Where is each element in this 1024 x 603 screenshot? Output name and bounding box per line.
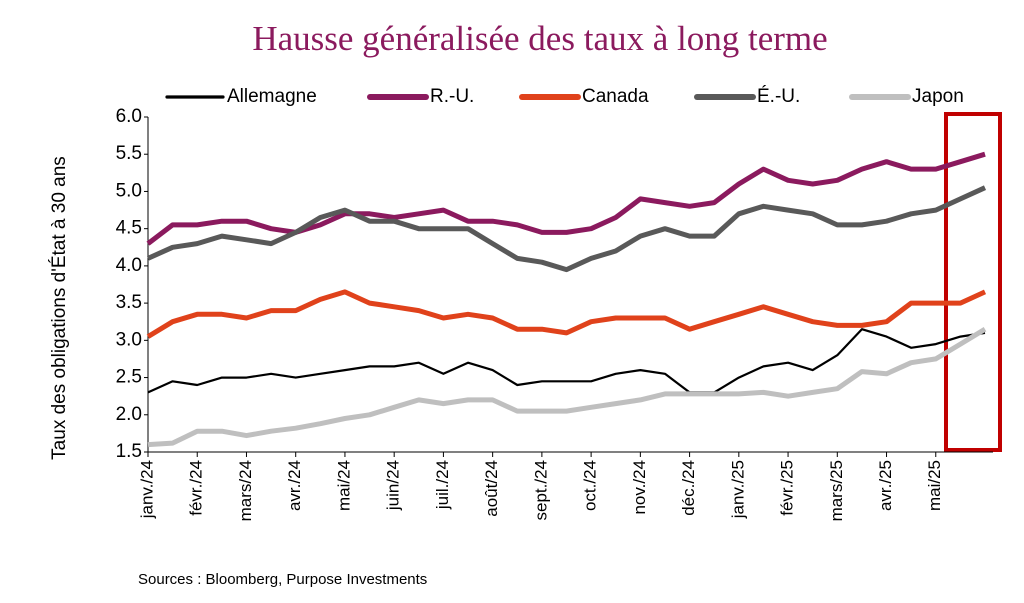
x-tick-label: mars/25	[827, 460, 846, 521]
legend-label: É.-U.	[757, 86, 800, 107]
x-tick-label: mars/24	[236, 460, 255, 521]
y-tick-label: 5.5	[116, 143, 142, 164]
y-tick-label: 6.0	[116, 106, 142, 127]
y-axis-label: Taux des obligations d'État à 30 ans	[49, 156, 70, 460]
y-tick-label: 4.5	[116, 218, 142, 239]
y-tick-label: 5.0	[116, 180, 142, 201]
legend-label: Canada	[582, 86, 649, 107]
y-tick-label: 4.0	[116, 255, 142, 276]
y-tick-label: 3.0	[116, 329, 142, 350]
x-tick-label: févr./24	[187, 460, 206, 516]
chart-title: Hausse généralisée des taux à long terme	[252, 19, 827, 58]
x-tick-label: août/24	[482, 460, 501, 517]
x-tick-label: mai/25	[925, 460, 944, 511]
y-tick-label: 2.0	[116, 404, 142, 425]
x-tick-label: juil./24	[433, 460, 452, 510]
x-tick-label: janv./25	[728, 460, 747, 519]
legend-label: Japon	[912, 86, 964, 107]
y-tick-label: 1.5	[116, 441, 142, 462]
y-tick-label: 3.5	[116, 292, 142, 313]
series-line	[146, 185, 987, 273]
legend-label: Allemagne	[227, 86, 317, 107]
x-tick-label: déc./24	[679, 460, 698, 516]
x-tick-label: sept./24	[531, 460, 550, 521]
series-line	[147, 327, 987, 448]
x-tick-label: nov./24	[630, 460, 649, 515]
x-tick-label: avr./25	[876, 460, 895, 511]
x-tick-label: janv./24	[137, 460, 156, 519]
y-tick-label: 2.5	[116, 367, 142, 388]
x-tick-label: mai/24	[334, 460, 353, 511]
series-line	[146, 289, 987, 339]
x-tick-label: juin/24	[384, 460, 403, 511]
x-tick-label: avr./24	[285, 460, 304, 511]
legend-label: R.-U.	[430, 86, 474, 107]
x-tick-label: févr./25	[778, 460, 797, 516]
highlight-box	[944, 112, 1002, 452]
x-tick-label: oct./24	[581, 460, 600, 511]
source: Sources : Bloomberg, Purpose Investments	[138, 571, 427, 588]
series-line	[147, 328, 986, 394]
series-line	[146, 151, 986, 246]
